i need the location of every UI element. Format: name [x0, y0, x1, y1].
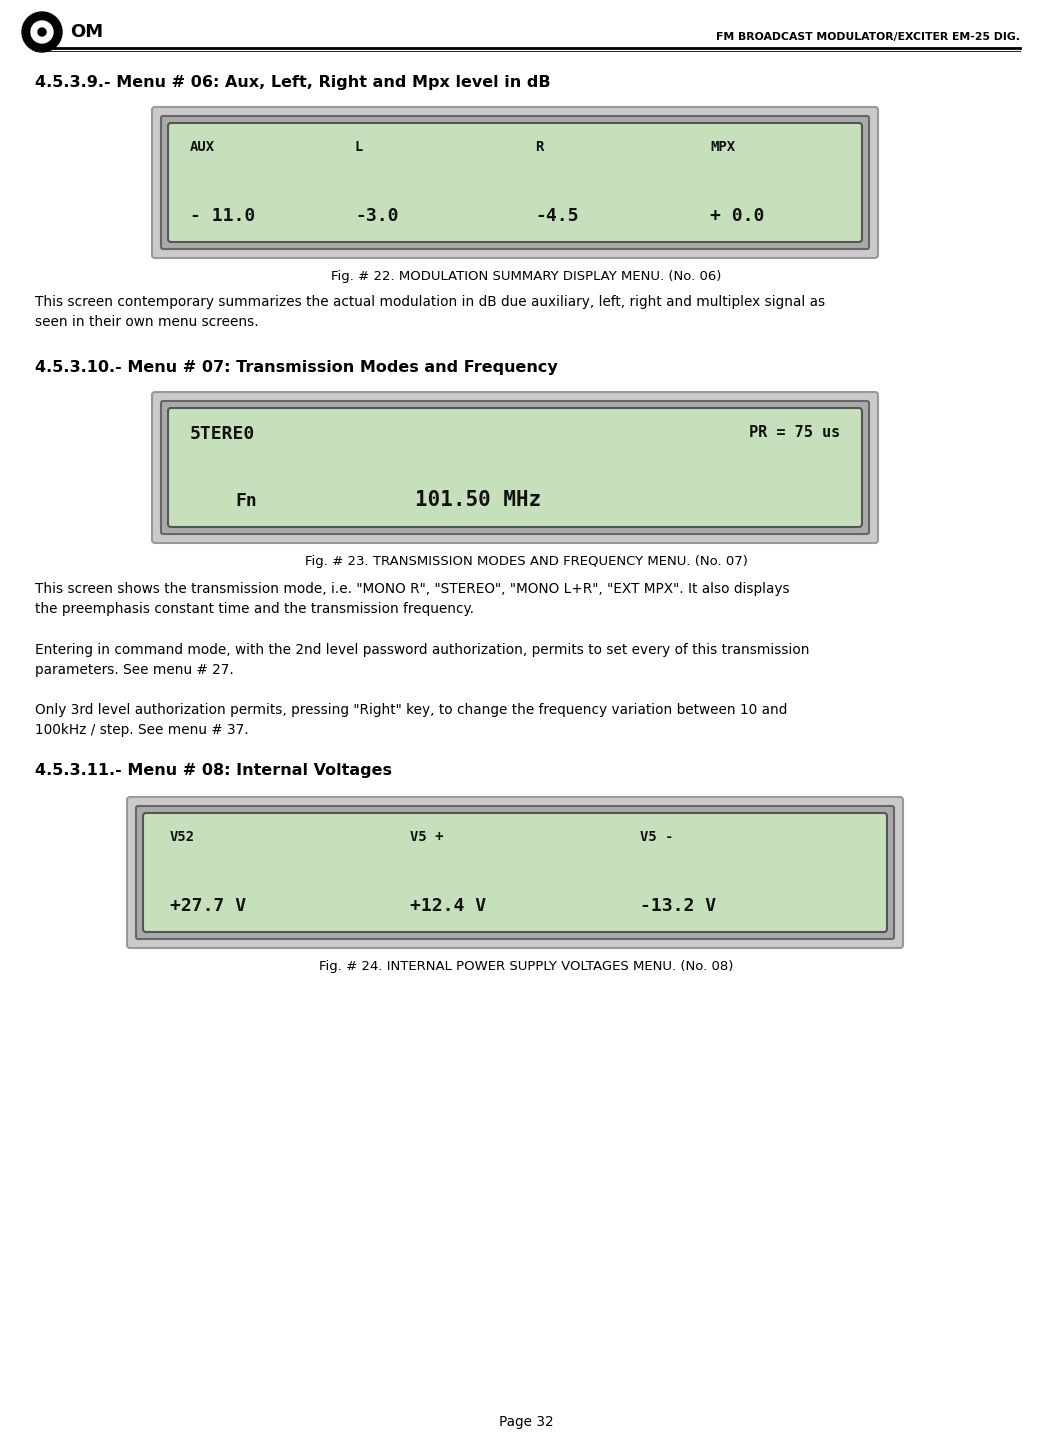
- FancyBboxPatch shape: [127, 797, 903, 948]
- FancyBboxPatch shape: [143, 813, 887, 932]
- Text: Fig. # 22. MODULATION SUMMARY DISPLAY MENU. (No. 06): Fig. # 22. MODULATION SUMMARY DISPLAY ME…: [331, 270, 721, 284]
- Text: the preemphasis constant time and the transmission frequency.: the preemphasis constant time and the tr…: [35, 602, 474, 616]
- Text: +12.4 V: +12.4 V: [410, 897, 486, 915]
- Text: This screen contemporary summarizes the actual modulation in dB due auxiliary, l: This screen contemporary summarizes the …: [35, 295, 826, 310]
- FancyBboxPatch shape: [168, 409, 862, 526]
- FancyBboxPatch shape: [152, 393, 878, 542]
- Text: -3.0: -3.0: [355, 206, 398, 225]
- FancyBboxPatch shape: [161, 401, 869, 534]
- Text: 4.5.3.11.- Menu # 08: Internal Voltages: 4.5.3.11.- Menu # 08: Internal Voltages: [35, 763, 392, 778]
- Text: Entering in command mode, with the 2nd level password authorization, permits to : Entering in command mode, with the 2nd l…: [35, 643, 810, 657]
- Text: 4.5.3.10.- Menu # 07: Transmission Modes and Frequency: 4.5.3.10.- Menu # 07: Transmission Modes…: [35, 361, 558, 375]
- Text: 101.50 MHz: 101.50 MHz: [415, 490, 541, 510]
- FancyBboxPatch shape: [161, 116, 869, 249]
- Text: MPX: MPX: [710, 140, 735, 154]
- Text: -4.5: -4.5: [535, 206, 578, 225]
- Circle shape: [31, 20, 53, 44]
- Text: Fig. # 24. INTERNAL POWER SUPPLY VOLTAGES MENU. (No. 08): Fig. # 24. INTERNAL POWER SUPPLY VOLTAGE…: [319, 960, 733, 973]
- Text: parameters. See menu # 27.: parameters. See menu # 27.: [35, 663, 234, 678]
- Text: Fig. # 23. TRANSMISSION MODES AND FREQUENCY MENU. (No. 07): Fig. # 23. TRANSMISSION MODES AND FREQUE…: [304, 555, 748, 569]
- Text: V5 +: V5 +: [410, 830, 443, 843]
- Text: Only 3rd level authorization permits, pressing "Right" key, to change the freque: Only 3rd level authorization permits, pr…: [35, 702, 788, 717]
- Text: PR = 75 us: PR = 75 us: [749, 425, 840, 441]
- Circle shape: [22, 12, 62, 52]
- Text: AUX: AUX: [190, 140, 215, 154]
- Text: +27.7 V: +27.7 V: [170, 897, 246, 915]
- Text: R: R: [535, 140, 543, 154]
- Circle shape: [38, 28, 46, 36]
- Text: seen in their own menu screens.: seen in their own menu screens.: [35, 316, 259, 329]
- Text: Page 32: Page 32: [499, 1415, 553, 1429]
- FancyBboxPatch shape: [152, 108, 878, 257]
- Text: + 0.0: + 0.0: [710, 206, 764, 225]
- Text: 100kHz / step. See menu # 37.: 100kHz / step. See menu # 37.: [35, 723, 249, 737]
- Text: V5 -: V5 -: [640, 830, 674, 843]
- Text: 4.5.3.9.- Menu # 06: Aux, Left, Right and Mpx level in dB: 4.5.3.9.- Menu # 06: Aux, Left, Right an…: [35, 76, 551, 90]
- Text: V52: V52: [170, 830, 195, 843]
- Text: - 11.0: - 11.0: [190, 206, 255, 225]
- Text: L: L: [355, 140, 363, 154]
- Text: -13.2 V: -13.2 V: [640, 897, 716, 915]
- Text: FM BROADCAST MODULATOR/EXCITER EM-25 DIG.: FM BROADCAST MODULATOR/EXCITER EM-25 DIG…: [716, 32, 1020, 42]
- Text: 5TERE0: 5TERE0: [190, 425, 255, 443]
- FancyBboxPatch shape: [136, 806, 894, 939]
- Text: OM: OM: [69, 23, 103, 41]
- Text: This screen shows the transmission mode, i.e. "MONO R", "STEREO", "MONO L+R", "E: This screen shows the transmission mode,…: [35, 582, 790, 596]
- FancyBboxPatch shape: [168, 124, 862, 241]
- Text: Fn: Fn: [235, 491, 257, 510]
